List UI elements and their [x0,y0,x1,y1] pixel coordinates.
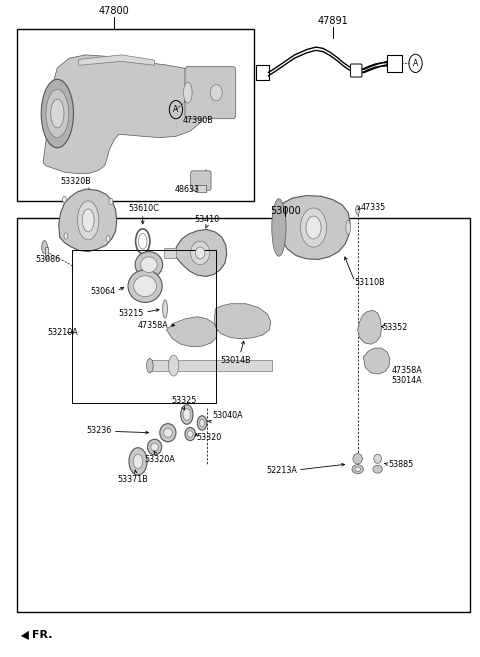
Ellipse shape [183,409,191,420]
Text: 47891: 47891 [317,16,348,26]
Ellipse shape [210,85,222,101]
Text: 53325: 53325 [171,396,197,405]
Ellipse shape [42,240,48,254]
Text: 47390B: 47390B [183,116,214,125]
FancyBboxPatch shape [191,171,211,191]
Text: 53236: 53236 [87,426,112,436]
Polygon shape [21,631,29,640]
Ellipse shape [168,355,179,376]
Text: 53215: 53215 [119,309,144,318]
Polygon shape [278,196,350,260]
Ellipse shape [134,276,156,296]
Ellipse shape [300,208,326,247]
Bar [72,250,216,403]
Text: 47800: 47800 [99,6,130,16]
Polygon shape [167,317,217,347]
Polygon shape [174,229,227,277]
Text: 53000: 53000 [270,206,300,216]
Ellipse shape [77,201,99,240]
Bar [17,29,254,202]
Polygon shape [358,310,382,344]
Ellipse shape [133,454,143,468]
Text: 53014A: 53014A [392,376,422,385]
Ellipse shape [46,89,69,137]
Ellipse shape [62,196,66,203]
Ellipse shape [136,229,150,254]
Bar [17,217,470,612]
Ellipse shape [353,453,362,464]
Polygon shape [79,55,155,65]
Text: 47358A: 47358A [137,321,168,330]
Text: 53064: 53064 [91,287,116,296]
Polygon shape [363,348,390,374]
Ellipse shape [195,247,205,259]
Ellipse shape [147,440,162,455]
Ellipse shape [82,209,94,232]
FancyBboxPatch shape [150,361,272,371]
FancyBboxPatch shape [350,64,362,77]
Ellipse shape [197,416,207,430]
Ellipse shape [374,454,382,463]
Text: 53352: 53352 [383,323,408,332]
Text: 53885: 53885 [388,459,413,468]
Text: 53210A: 53210A [48,328,79,337]
Text: A: A [173,105,179,114]
Ellipse shape [373,465,383,473]
Polygon shape [43,55,212,173]
Ellipse shape [356,206,360,214]
Text: 53410: 53410 [194,215,219,224]
Text: 53110B: 53110B [355,279,385,287]
Text: 47358A: 47358A [392,367,422,375]
Ellipse shape [64,233,68,239]
Ellipse shape [51,99,64,128]
FancyBboxPatch shape [164,248,176,258]
Ellipse shape [191,241,210,265]
Ellipse shape [183,82,192,103]
Ellipse shape [138,233,147,249]
FancyBboxPatch shape [46,247,48,259]
Text: 52213A: 52213A [266,466,297,475]
FancyBboxPatch shape [387,55,402,72]
Ellipse shape [141,257,157,273]
Ellipse shape [41,79,73,148]
Text: 53371B: 53371B [118,475,149,484]
FancyBboxPatch shape [196,185,206,193]
Polygon shape [215,304,271,339]
Ellipse shape [109,198,113,205]
Ellipse shape [135,252,163,278]
Text: FR.: FR. [32,629,53,640]
Text: 47335: 47335 [361,204,386,212]
Ellipse shape [346,220,350,235]
Ellipse shape [146,359,153,373]
Ellipse shape [129,447,147,475]
Ellipse shape [200,419,204,427]
Polygon shape [59,189,117,252]
FancyBboxPatch shape [185,66,236,119]
Text: 53320B: 53320B [60,177,91,187]
Ellipse shape [187,431,193,438]
Text: 53320: 53320 [196,434,222,442]
Ellipse shape [163,300,168,318]
Ellipse shape [180,405,193,424]
Ellipse shape [272,199,286,256]
Ellipse shape [352,464,363,474]
Text: 48633: 48633 [174,185,199,194]
Ellipse shape [306,216,321,239]
FancyBboxPatch shape [256,64,269,80]
Text: 53610C: 53610C [129,204,159,213]
Ellipse shape [185,428,195,441]
Ellipse shape [106,235,110,242]
Ellipse shape [160,424,176,442]
Ellipse shape [164,428,172,438]
Text: A: A [413,59,418,68]
Ellipse shape [355,467,360,472]
Text: 53086: 53086 [35,255,60,264]
Ellipse shape [128,270,162,302]
Ellipse shape [151,443,158,451]
Text: 53320A: 53320A [144,455,175,464]
Text: 53040A: 53040A [213,411,243,420]
Text: 53014B: 53014B [220,356,251,365]
